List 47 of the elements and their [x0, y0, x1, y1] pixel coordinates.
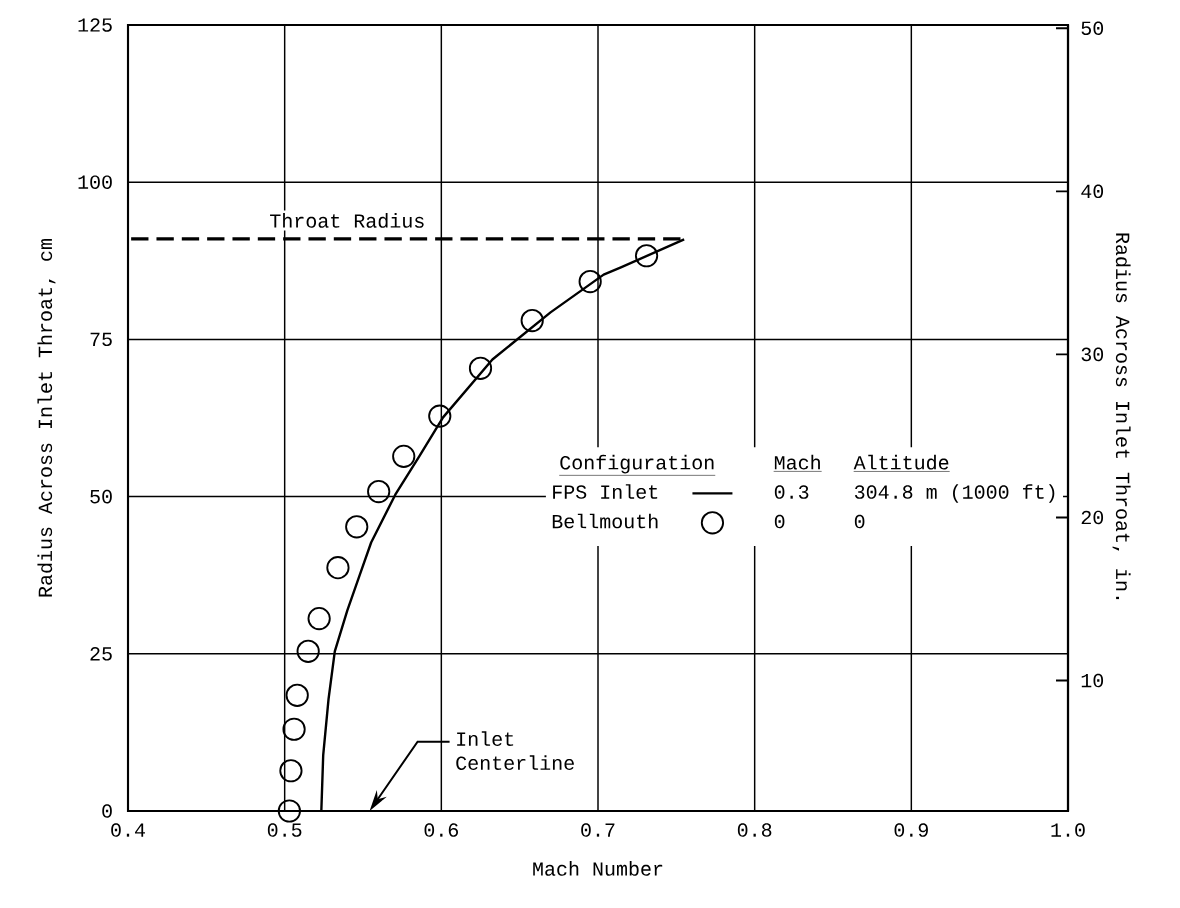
y-tick-label: 50: [90, 489, 112, 504]
annotation: Throat Radius: [270, 213, 424, 228]
annotation: Altitude: [853, 454, 949, 470]
point: [326, 556, 350, 580]
point: [296, 639, 320, 663]
y2-tick-label: 20: [1081, 510, 1104, 525]
y-axis-title: Radius Across Inlet Throat, cm: [37, 239, 56, 597]
x-tick-label: 1.0: [1051, 823, 1085, 837]
legend-label: Bellmouth: [552, 513, 658, 529]
point: [634, 244, 659, 268]
annotation: 0.3: [774, 485, 809, 499]
annotation: 0: [774, 514, 785, 529]
x-tick-label: 0.7: [581, 823, 615, 837]
annotation: 0: [854, 514, 865, 529]
y2-tick-label: 10: [1081, 673, 1104, 688]
x-tick-label: 0.5: [267, 823, 302, 837]
point: [520, 308, 544, 333]
point: [282, 717, 306, 741]
y2-tick-label: 40: [1081, 184, 1104, 199]
point: [285, 683, 309, 707]
y-tick-label: 100: [78, 175, 112, 189]
legend-label: FPS Inlet: [553, 484, 658, 499]
x-tick-label: 0.6: [424, 823, 459, 837]
point: [578, 269, 602, 294]
x-tick-label: 0.8: [737, 823, 772, 837]
point: [367, 479, 391, 504]
legend-title: Configuration: [560, 454, 714, 474]
y2-tick-label: 30: [1081, 347, 1104, 362]
x-tick-label: 0.9: [894, 823, 928, 837]
y2-tick-label: 50: [1081, 21, 1104, 36]
point: [392, 444, 416, 468]
y2-axis-title: Radius Across Inlet Throat, in.: [1112, 233, 1131, 600]
y-tick-label: 25: [90, 647, 112, 661]
x-axis-title: Mach Number: [533, 861, 663, 876]
point: [307, 606, 331, 631]
x-tick-label: 0.4: [111, 823, 145, 837]
point: [279, 759, 303, 783]
annotation: Inlet Centerline: [456, 731, 574, 770]
annotation: 304.8 m (1000 ft): [854, 484, 1055, 503]
annotation: Mach: [774, 454, 820, 470]
y-tick-label: 125: [78, 18, 112, 32]
point: [345, 515, 369, 539]
point: [428, 404, 452, 428]
point: [468, 356, 493, 380]
point: [277, 799, 301, 823]
y-tick-label: 75: [90, 332, 112, 347]
y-tick-label: 0: [102, 804, 112, 818]
